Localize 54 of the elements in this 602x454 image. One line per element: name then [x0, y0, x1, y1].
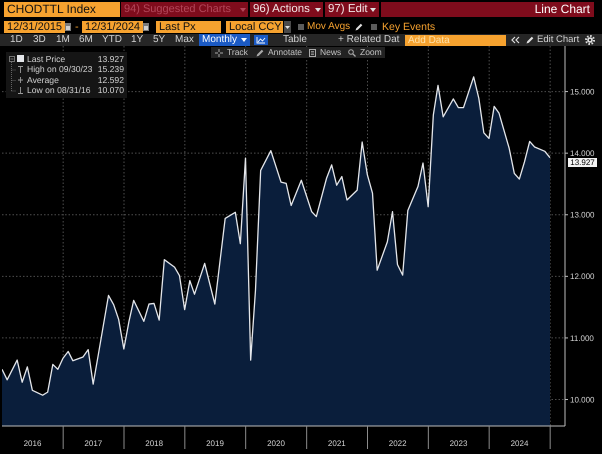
y-tick-label: 14.000 [570, 149, 596, 158]
x-tick-label: 2017 [84, 439, 103, 448]
ticker-field: CHODTTL Index [4, 2, 120, 17]
text: 1Y [131, 34, 144, 46]
legend-label: Last Price [27, 54, 66, 64]
input-field: Add Data [405, 35, 506, 46]
text: 1M [56, 34, 70, 46]
text: 6M [79, 34, 93, 46]
annotation: Zoom [360, 47, 382, 58]
annotation: 15.239 [98, 64, 124, 74]
price-tag: 13.927 [568, 158, 597, 168]
text: Key Events [382, 21, 436, 33]
x-tick-label: 2022 [388, 439, 408, 448]
menu-button: 96) Actions [250, 2, 323, 17]
text: Edit Chart [537, 34, 580, 46]
annotation: News [320, 47, 342, 58]
text: Mov Avgs [307, 21, 350, 33]
text: Max [175, 34, 194, 46]
date-field: 12/31/2024 [82, 21, 143, 33]
y-tick-label: 11.000 [570, 334, 594, 343]
y-tick-label: 15.000 [570, 87, 596, 96]
text: Table [283, 34, 307, 46]
x-tick-label: 2020 [267, 439, 286, 448]
header-bar: Line Chart [381, 2, 594, 17]
chart-title: CHODTTL Index [7, 2, 96, 17]
date-field: 12/31/2015 [4, 21, 65, 33]
input-field: Last Px [156, 21, 221, 33]
annotation: 12.592 [98, 74, 124, 85]
y-tick-label: 13.000 [570, 210, 596, 220]
menu-button: 97) Edit [325, 2, 379, 17]
text: 5Y [153, 34, 166, 46]
dropdown-button: Monthly [199, 34, 250, 46]
text: - [75, 21, 79, 33]
menu-button: 94) Suggested Charts [121, 2, 248, 17]
x-tick-label: 2021 [328, 439, 346, 448]
annotation: Annotate [268, 47, 302, 58]
x-tick-label: 2024 [510, 439, 529, 448]
x-tick-label: 2019 [206, 439, 224, 448]
y-tick-label: 12.000 [570, 272, 596, 282]
annotation: Track [227, 47, 248, 58]
annotation: High on 09/30/23 [27, 64, 92, 74]
text: 3D [33, 34, 46, 46]
x-tick-label: 2023 [450, 439, 468, 448]
annotation: 13.927 [98, 54, 124, 64]
x-tick-label: 2016 [24, 439, 42, 448]
y-tick-label: 10.000 [570, 395, 596, 404]
input-field: Local CCY [226, 21, 283, 33]
text: 1D [10, 34, 23, 46]
text: YTD [102, 34, 122, 46]
x-tick-label: 2018 [145, 439, 164, 448]
annotation: Average [27, 74, 59, 85]
annotation: 10.070 [98, 85, 124, 96]
text: + Related Dat [338, 34, 400, 46]
annotation: Low on 08/31/16 [27, 85, 91, 96]
